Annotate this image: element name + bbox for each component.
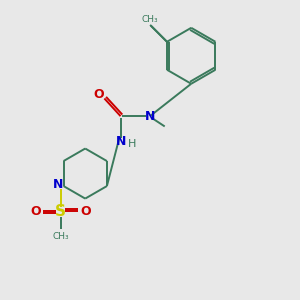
Text: O: O: [80, 205, 91, 218]
Text: CH₃: CH₃: [141, 15, 158, 24]
Text: N: N: [53, 178, 63, 191]
Text: N: N: [116, 135, 126, 148]
Text: H: H: [128, 139, 136, 149]
Text: CH₃: CH₃: [52, 232, 69, 241]
Text: O: O: [30, 205, 41, 218]
Text: O: O: [94, 88, 104, 100]
Text: S: S: [55, 204, 66, 219]
Text: N: N: [145, 110, 155, 123]
